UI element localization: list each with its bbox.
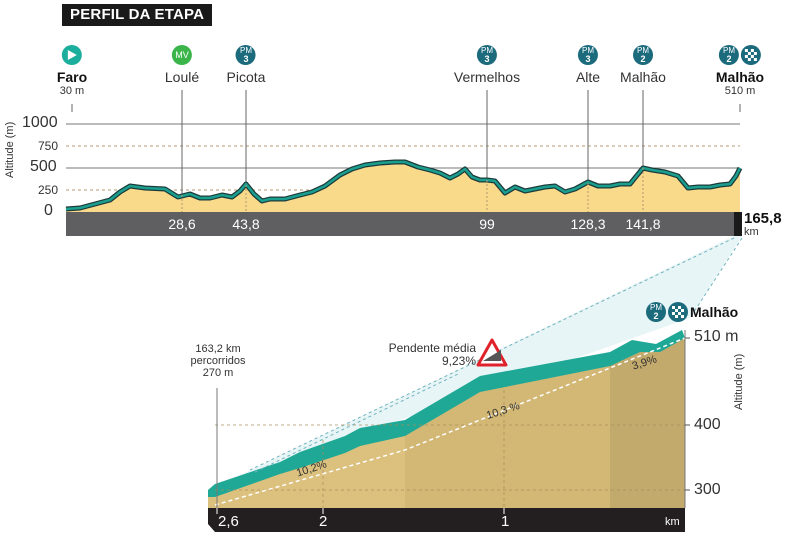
climb-start-info: 163,2 km percorridos 270 m — [190, 343, 246, 379]
marker-name: Faro — [56, 69, 88, 85]
detail-top-altitude: 510 m — [694, 328, 739, 345]
marker-alte: PM 3 Alte — [576, 45, 600, 85]
marker-malhao-finish: PM 2 Malhão 510 m — [716, 45, 764, 97]
y-tick-500: 500 — [30, 158, 57, 175]
mountain-pm-icon: PM 3 — [235, 45, 256, 65]
start-play-icon — [62, 45, 82, 65]
y-tick-0: 0 — [44, 202, 53, 219]
mountain-pm-icon: PM 2 — [632, 45, 653, 65]
climb-finish-header: PM 2 Malhão — [646, 302, 738, 322]
gradient-warning-icon — [476, 338, 508, 367]
marker-name: Loulé — [164, 69, 200, 85]
mountain-pm-icon: PM 3 — [578, 45, 598, 65]
climb-finish-name: Malhão — [690, 304, 739, 320]
y-tick-250: 250 — [38, 183, 59, 197]
total-distance-unit: km — [744, 226, 759, 238]
marker-picota: PM 3 Picota — [226, 45, 266, 85]
detail-x-unit: km — [665, 516, 680, 528]
km-mark: 28,6 — [168, 216, 196, 232]
detail-y-tick-400: 400 — [694, 416, 721, 433]
marker-name: Vermelhos — [453, 69, 521, 85]
marker-faro: Faro 30 m — [57, 45, 87, 97]
km-mark: 43,8 — [232, 216, 260, 232]
detail-x-tick-2: 2 — [319, 513, 328, 530]
marker-name: Malhão — [715, 69, 765, 85]
marker-loule: MV Loulé — [165, 45, 199, 85]
sprint-mv-icon: MV — [171, 45, 192, 65]
marker-altitude: 30 m — [59, 85, 85, 97]
marker-name: Malhão — [620, 69, 666, 85]
mountain-pm-icon: PM 2 — [718, 45, 739, 65]
y-tick-750: 750 — [38, 139, 59, 153]
marker-malhao-pm: PM 2 Malhão — [620, 45, 666, 85]
total-distance: 165,8 — [744, 210, 782, 227]
finish-flag-icon — [740, 45, 761, 65]
km-mark: 99 — [479, 216, 495, 232]
km-mark: 141,8 — [625, 216, 661, 232]
average-gradient: Pendente média 9,23% — [388, 341, 476, 368]
mountain-pm-icon: PM 2 — [646, 302, 666, 322]
detail-y-tick-300: 300 — [694, 481, 721, 498]
km-mark: 128,3 — [570, 216, 606, 232]
page-title: PERFIL DA ETAPA — [62, 4, 213, 26]
finish-flag-icon — [668, 302, 688, 322]
marker-name: Alte — [575, 69, 601, 85]
mountain-pm-icon: PM 3 — [477, 45, 497, 65]
detail-x-tick-1: 1 — [501, 513, 510, 530]
marker-name: Picota — [226, 69, 266, 85]
marker-altitude: 510 m — [724, 85, 756, 97]
marker-vermelhos: PM 3 Vermelhos — [454, 45, 520, 85]
detail-x-tick-2-6: 2,6 — [218, 513, 239, 530]
detail-y-axis-label: Altitude (m) — [733, 353, 745, 410]
y-tick-1000: 1000 — [22, 114, 58, 131]
